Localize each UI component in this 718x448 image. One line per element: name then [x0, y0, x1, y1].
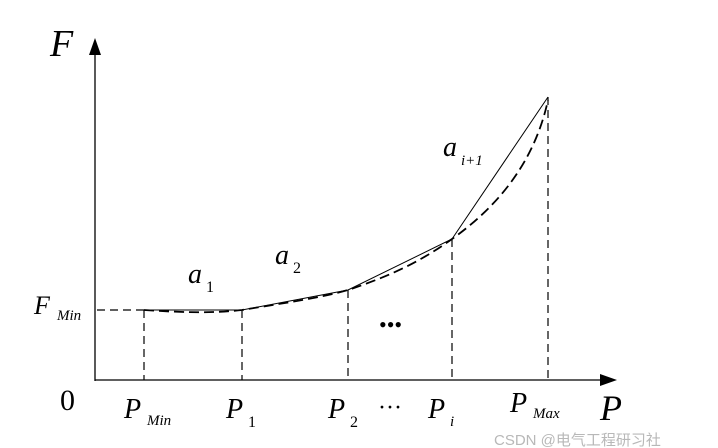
tick-pmax: P	[509, 388, 527, 419]
fmin-sub: Min	[56, 308, 81, 324]
piecewise-linear-approx	[144, 96, 549, 311]
watermark: CSDN @电气工程研习社	[494, 432, 661, 448]
region-ellipsis: •••	[379, 312, 402, 337]
tick-pmin-sub: Min	[146, 413, 171, 429]
segment-label-a2-sub: 2	[293, 260, 301, 277]
tick-p2: P	[327, 394, 345, 425]
x-axis-label: P	[599, 388, 622, 428]
origin-label: 0	[60, 384, 75, 417]
tick-pmax-sub: Max	[532, 406, 560, 422]
segment-label-ai1-sub: i+1	[461, 153, 483, 169]
tick-pi-sub: i	[450, 414, 454, 430]
segment-label-a1: a	[188, 259, 202, 290]
y-axis-label: F	[49, 23, 74, 65]
tick-p1: P	[225, 394, 243, 425]
tick-pi: P	[427, 394, 445, 425]
fmin-label: F	[33, 291, 51, 320]
cost-curve	[143, 99, 549, 314]
tick-p2-sub: 2	[350, 414, 358, 431]
segment-label-ai1: a	[443, 132, 457, 163]
x-ellipsis: ···	[378, 395, 402, 421]
segment-label-a1-sub: 1	[206, 279, 214, 296]
segment-label-a2: a	[275, 240, 289, 271]
y-axis-arrow	[89, 38, 101, 55]
tick-pmin: P	[123, 394, 141, 425]
tick-p1-sub: 1	[248, 414, 256, 431]
x-axis-arrow	[600, 374, 617, 386]
